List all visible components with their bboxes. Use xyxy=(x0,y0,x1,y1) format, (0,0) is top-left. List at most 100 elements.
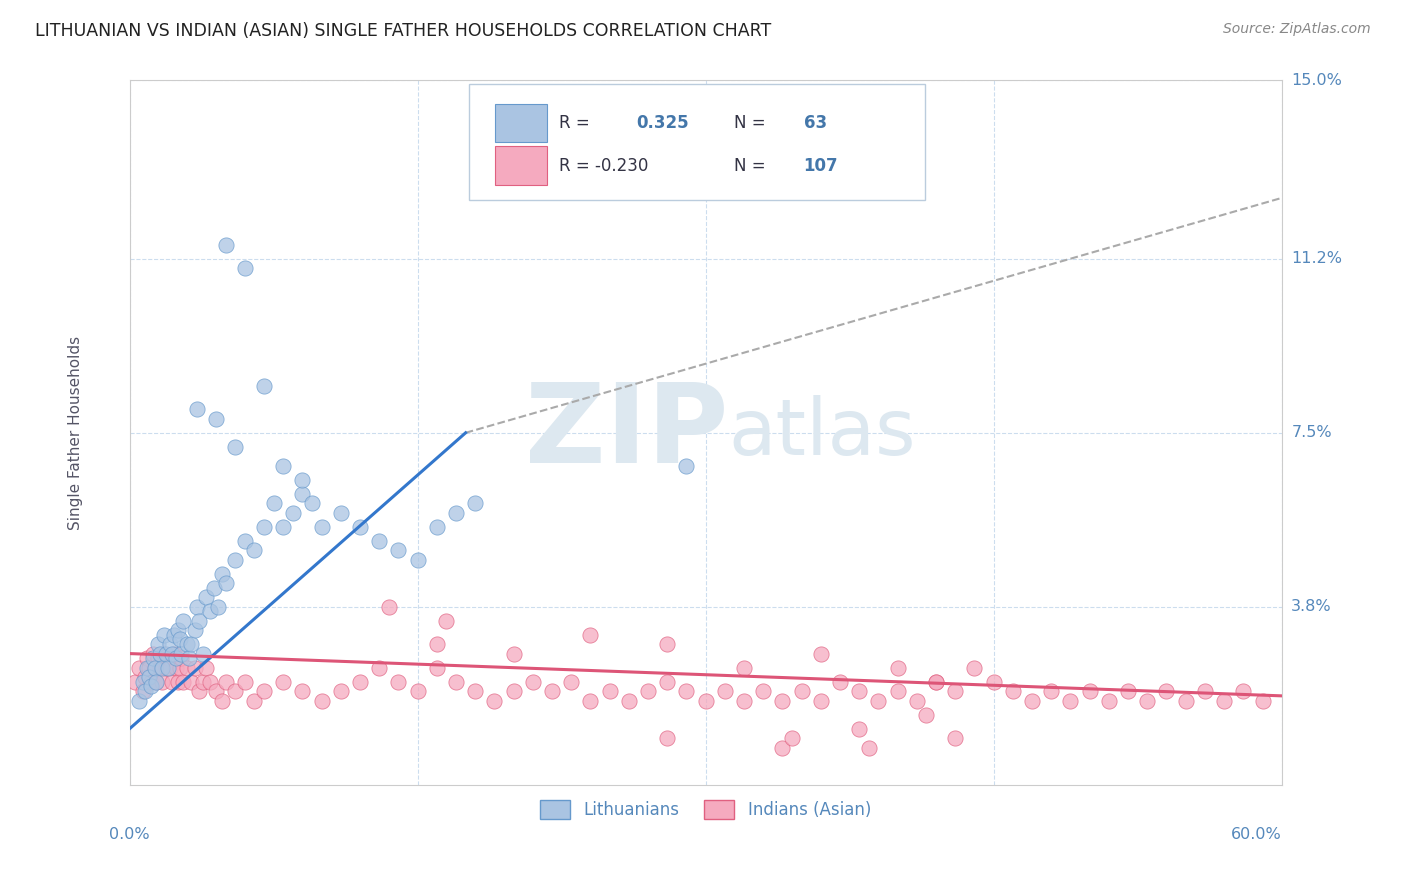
Point xyxy=(301,496,323,510)
Point xyxy=(541,684,564,698)
Point xyxy=(153,647,176,661)
Point xyxy=(1174,693,1197,707)
Point xyxy=(406,684,429,698)
Text: R = -0.230: R = -0.230 xyxy=(560,158,648,176)
Point xyxy=(169,632,191,647)
Point xyxy=(1116,684,1139,698)
Point xyxy=(502,684,524,698)
Text: Single Father Households: Single Father Households xyxy=(69,335,83,530)
Point xyxy=(637,684,659,698)
Point xyxy=(166,674,188,689)
Point xyxy=(205,411,228,425)
Point xyxy=(138,670,160,684)
Point xyxy=(186,599,208,614)
Point xyxy=(378,599,401,614)
Point xyxy=(772,693,794,707)
Point xyxy=(159,661,181,675)
Point xyxy=(733,661,755,675)
Point xyxy=(211,566,233,581)
Point xyxy=(905,693,928,707)
Point xyxy=(915,707,938,722)
Point xyxy=(150,661,173,675)
Point xyxy=(243,693,266,707)
Point xyxy=(281,506,304,520)
Point xyxy=(202,581,225,595)
Point xyxy=(253,684,276,698)
Point xyxy=(143,661,166,675)
Point xyxy=(868,693,890,707)
Point xyxy=(790,684,813,698)
Point xyxy=(128,661,150,675)
Point xyxy=(243,543,266,558)
Point xyxy=(426,637,449,651)
Point xyxy=(145,674,167,689)
Point xyxy=(224,440,246,454)
Point xyxy=(224,684,246,698)
Point xyxy=(145,674,167,689)
Point xyxy=(436,614,458,628)
Text: 60.0%: 60.0% xyxy=(1232,828,1282,842)
Point xyxy=(149,661,172,675)
Point xyxy=(148,651,170,665)
Text: 15.0%: 15.0% xyxy=(1291,73,1343,88)
Point xyxy=(444,674,467,689)
Point xyxy=(599,684,621,698)
Point xyxy=(291,684,314,698)
Point xyxy=(810,647,832,661)
FancyBboxPatch shape xyxy=(495,103,547,143)
Point xyxy=(180,637,202,651)
Point xyxy=(165,651,187,665)
Text: atlas: atlas xyxy=(728,395,917,471)
Point xyxy=(214,674,236,689)
Point xyxy=(368,533,391,548)
Point xyxy=(484,693,506,707)
Point xyxy=(142,651,165,665)
Point xyxy=(132,684,155,698)
Point xyxy=(166,623,188,637)
Point xyxy=(1098,693,1121,707)
Point xyxy=(271,458,294,473)
Point xyxy=(657,731,679,746)
Point xyxy=(1232,684,1254,698)
Text: R =: R = xyxy=(560,114,591,132)
Point xyxy=(211,693,233,707)
Point xyxy=(733,693,755,707)
Point xyxy=(291,487,314,501)
Point xyxy=(187,614,209,628)
Point xyxy=(560,674,582,689)
Text: N =: N = xyxy=(734,158,766,176)
Point xyxy=(464,496,486,510)
Point xyxy=(925,674,948,689)
Point xyxy=(387,543,409,558)
FancyBboxPatch shape xyxy=(495,146,547,185)
Point xyxy=(195,591,218,605)
Text: 0.325: 0.325 xyxy=(637,114,689,132)
Point xyxy=(263,496,285,510)
Point xyxy=(387,674,409,689)
Point xyxy=(184,661,207,675)
Point xyxy=(205,684,228,698)
Point xyxy=(191,647,214,661)
FancyBboxPatch shape xyxy=(470,84,925,201)
Point xyxy=(943,731,966,746)
Text: 0.0%: 0.0% xyxy=(110,828,150,842)
Point xyxy=(191,674,214,689)
Point xyxy=(983,674,1005,689)
Point xyxy=(170,651,193,665)
Point xyxy=(522,674,544,689)
Point xyxy=(695,693,717,707)
Point xyxy=(444,506,467,520)
Point xyxy=(138,661,160,675)
Point xyxy=(169,661,191,675)
Point xyxy=(1194,684,1216,698)
Point xyxy=(1156,684,1178,698)
Point xyxy=(134,684,156,698)
Point xyxy=(291,473,314,487)
Point xyxy=(143,661,166,675)
Point xyxy=(156,651,179,665)
Point xyxy=(153,628,176,642)
Point xyxy=(135,661,157,675)
Point xyxy=(200,604,222,618)
Text: 107: 107 xyxy=(804,158,838,176)
Point xyxy=(886,661,908,675)
